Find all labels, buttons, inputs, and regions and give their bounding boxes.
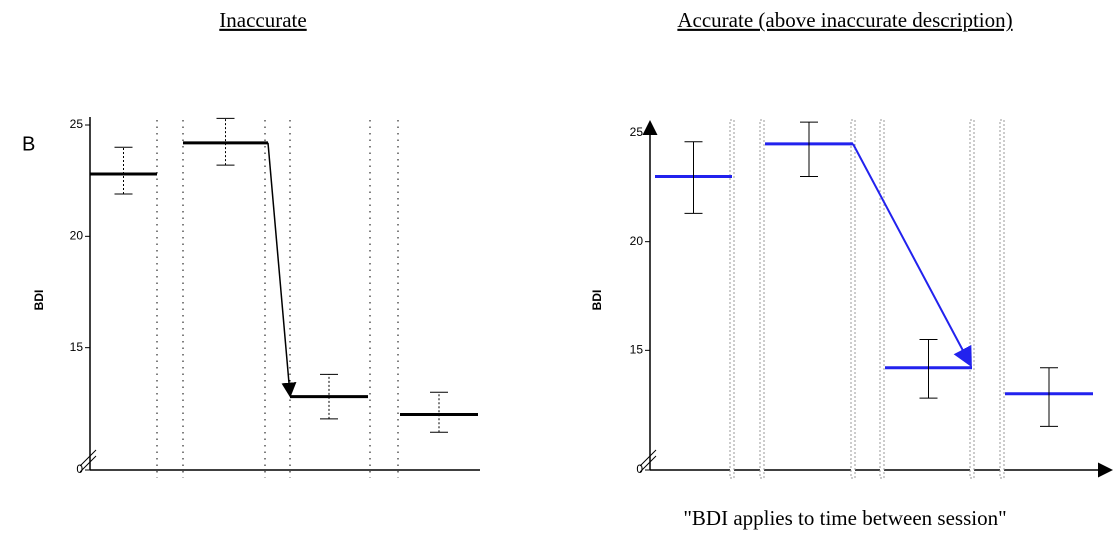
- session-divider: [729, 119, 735, 479]
- headline: Accurate (above inaccurate description): [677, 8, 1012, 32]
- axis-break: [79, 455, 97, 473]
- error-cap: [684, 141, 703, 214]
- session-divider: [999, 119, 1005, 479]
- session-divider: [850, 119, 856, 479]
- error-cap: [919, 338, 938, 399]
- axis-break: [639, 455, 657, 473]
- headline: Inaccurate: [219, 8, 306, 32]
- y-tick-label: 0: [636, 462, 643, 476]
- axis-break: [639, 449, 657, 467]
- y-tick-label: 25: [70, 117, 84, 131]
- y-tick-label: 20: [630, 234, 644, 248]
- y-tick-label: 0: [76, 462, 83, 476]
- transition-arrow: [852, 143, 972, 368]
- y-tick-label: 20: [70, 229, 84, 243]
- error-cap: [114, 146, 133, 195]
- error-cap: [1040, 367, 1058, 427]
- axis-break: [79, 449, 97, 467]
- error-cap: [320, 373, 338, 420]
- y-tick-label: 15: [70, 340, 84, 354]
- y-tick-label: 25: [630, 125, 644, 139]
- error-cap: [216, 117, 235, 166]
- y-axis-label: BDI: [590, 290, 604, 311]
- error-cap: [430, 391, 448, 433]
- caption: "BDI applies to time between session": [683, 506, 1006, 530]
- panel-label: B: [22, 133, 35, 155]
- y-tick-label: 15: [630, 343, 644, 357]
- session-divider: [969, 119, 975, 479]
- session-divider: [879, 119, 885, 479]
- transition-arrow: [267, 142, 297, 398]
- session-divider: [759, 119, 765, 479]
- y-axis-label: BDI: [32, 290, 46, 311]
- error-cap: [800, 121, 818, 177]
